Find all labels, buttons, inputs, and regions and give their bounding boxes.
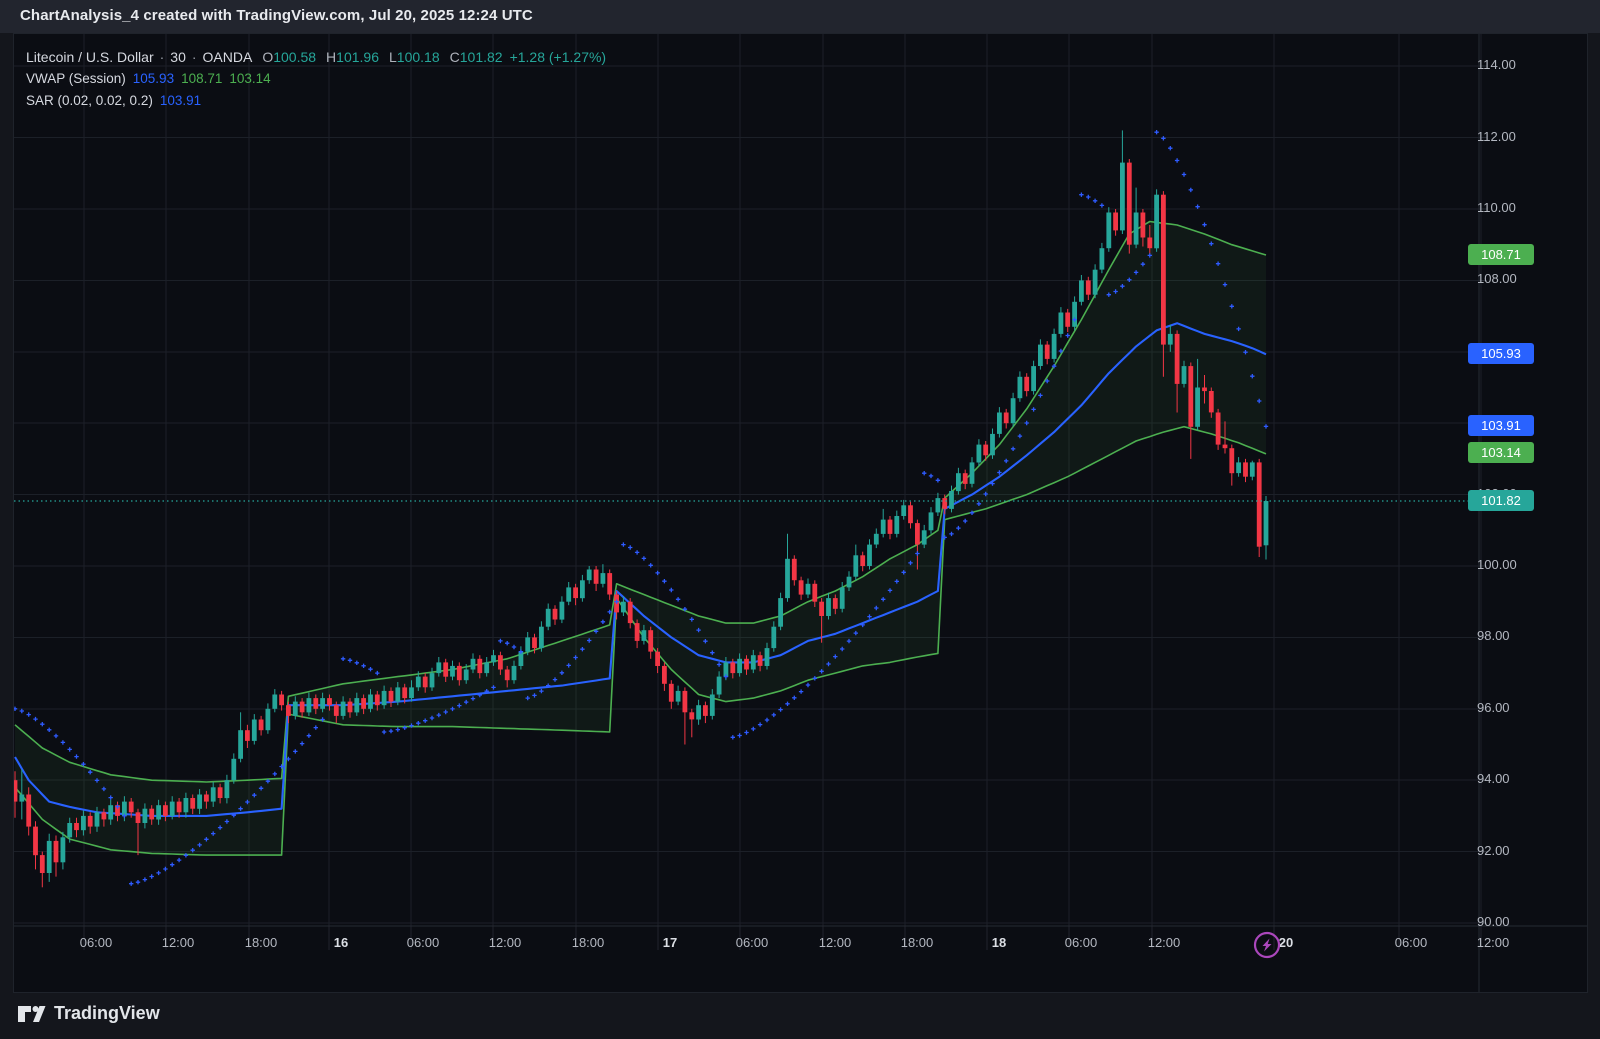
close-value: 101.82 [459,49,503,65]
sar-label[interactable]: SAR (0.02, 0.02, 0.2) [26,93,153,108]
price-badge: 103.14 [1468,442,1534,464]
price-tick-label: 98.00 [1477,628,1510,644]
legend: Litecoin / U.S. Dollar · 30 · OANDA O100.58 H1… [26,46,606,112]
price-tick-label: 100.00 [1477,556,1517,572]
price-tick-label: 114.00 [1477,57,1516,73]
price-badge: 103.91 [1468,414,1534,436]
footer: TradingView [0,993,1600,1039]
time-tick-label: 06:00 [1064,935,1098,950]
time-tick-label: 18:00 [571,935,605,950]
low-label: L [389,49,397,65]
time-tick-label: 12:00 [1476,935,1510,950]
change-value: +1.28 (+1.27%) [509,49,607,65]
time-tick-label: 06:00 [79,935,113,950]
realtime-lightning-icon[interactable] [1251,929,1283,961]
price-badge: 105.93 [1468,342,1534,364]
open-label: O [262,49,274,65]
grid [14,34,1587,992]
time-tick-label: 06:00 [406,935,440,950]
close-label: C [449,49,460,65]
symbol-row[interactable]: Litecoin / U.S. Dollar · 30 · OANDA O100.58 H1… [26,46,606,68]
time-tick-label: 12:00 [1147,935,1181,950]
time-tick-label: 18 [991,935,1007,950]
time-tick-label: 18:00 [244,935,278,950]
sar-value: 103.91 [159,93,202,108]
candles [14,130,1269,888]
price-tick-label: 96.00 [1477,699,1510,715]
vwap-label[interactable]: VWAP (Session) [26,71,126,86]
price-tick-label: 94.00 [1477,771,1510,787]
vwap-value-2: 108.71 [181,71,223,86]
interval-label[interactable]: 30 [170,49,186,65]
time-tick-label: 20 [1278,935,1294,950]
price-tick-label: 110.00 [1477,199,1516,215]
price-chart-canvas[interactable] [14,34,1587,992]
time-tick-label: 16 [333,935,349,950]
time-tick-label: 06:00 [735,935,769,950]
vwap-bands [14,220,1267,856]
sar-dots [14,130,1269,886]
time-tick-label: 12:00 [161,935,195,950]
exchange-label[interactable]: OANDA [202,49,253,65]
price-badge: 101.82 [1468,489,1534,511]
separator-dot: · [191,49,197,65]
price-badge: 108.71 [1468,243,1534,265]
sar-indicator-row[interactable]: SAR (0.02, 0.02, 0.2) 103.91 [26,90,606,112]
high-label: H [326,49,337,65]
time-tick-label: 18:00 [900,935,934,950]
price-tick-label: 92.00 [1477,842,1510,858]
vwap-value-3: 103.14 [229,71,271,86]
vwap-line [14,322,1267,817]
time-tick-label: 17 [662,935,678,950]
title-bar: ChartAnalysis_4 created with TradingView… [0,0,1600,33]
vwap-value-1: 105.93 [132,71,175,86]
price-tick-label: 108.00 [1477,271,1517,287]
time-tick-label: 06:00 [1394,935,1428,950]
separator-dot: · [159,49,165,65]
price-tick-label: 112.00 [1477,128,1516,144]
time-tick-label: 12:00 [818,935,852,950]
tradingview-brand-text: TradingView [54,1002,160,1023]
low-value: 100.18 [396,49,440,65]
symbol-name[interactable]: Litecoin / U.S. Dollar [26,49,154,65]
price-tick-label: 90.00 [1477,913,1510,929]
high-value: 101.96 [336,49,379,65]
vwap-indicator-row[interactable]: VWAP (Session) 105.93 108.71 103.14 [26,68,606,90]
open-value: 100.58 [273,49,317,65]
chart-panel[interactable]: Litecoin / U.S. Dollar · 30 · OANDA O100.58 H1… [13,33,1588,993]
tradingview-brand[interactable]: TradingView [16,1001,160,1025]
time-tick-label: 12:00 [488,935,522,950]
snapshot-title: ChartAnalysis_4 created with TradingView… [20,7,533,24]
tradingview-logo-icon [18,1006,46,1022]
